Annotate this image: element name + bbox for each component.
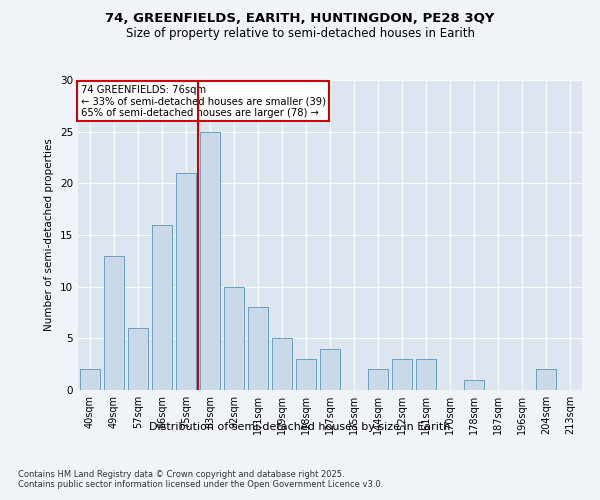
Bar [536, 370, 556, 390]
Bar [296, 359, 316, 390]
Bar [248, 308, 268, 390]
Bar [464, 380, 484, 390]
Bar [272, 338, 292, 390]
Y-axis label: Number of semi-detached properties: Number of semi-detached properties [44, 138, 55, 332]
Bar [128, 328, 148, 390]
Bar [200, 132, 220, 390]
Bar [176, 173, 196, 390]
Text: 74, GREENFIELDS, EARITH, HUNTINGDON, PE28 3QY: 74, GREENFIELDS, EARITH, HUNTINGDON, PE2… [106, 12, 494, 26]
Bar [104, 256, 124, 390]
Text: Contains HM Land Registry data © Crown copyright and database right 2025.
Contai: Contains HM Land Registry data © Crown c… [18, 470, 383, 490]
Bar [80, 370, 100, 390]
Bar [224, 286, 244, 390]
Bar [392, 359, 412, 390]
Text: 74 GREENFIELDS: 76sqm
← 33% of semi-detached houses are smaller (39)
65% of semi: 74 GREENFIELDS: 76sqm ← 33% of semi-deta… [80, 84, 326, 118]
Bar [416, 359, 436, 390]
Bar [152, 224, 172, 390]
Bar [320, 348, 340, 390]
Text: Size of property relative to semi-detached houses in Earith: Size of property relative to semi-detach… [125, 28, 475, 40]
Bar [368, 370, 388, 390]
Text: Distribution of semi-detached houses by size in Earith: Distribution of semi-detached houses by … [149, 422, 451, 432]
